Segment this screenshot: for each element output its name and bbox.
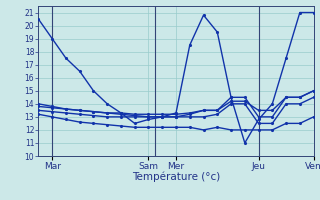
X-axis label: Température (°c): Température (°c) bbox=[132, 172, 220, 182]
